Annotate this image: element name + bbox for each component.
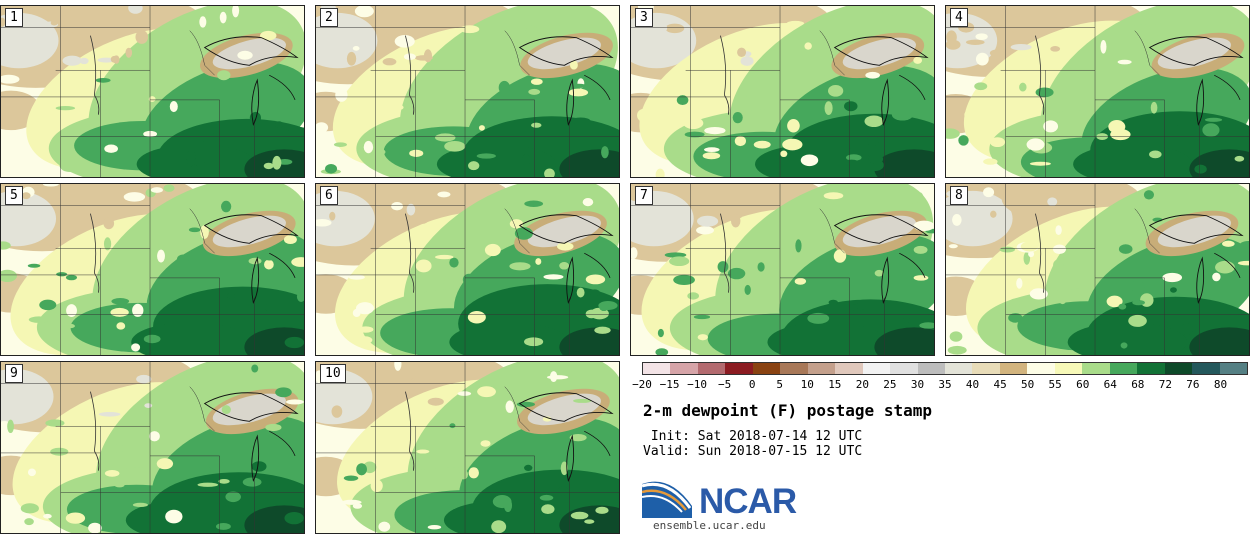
colorbar-tick-label: −15 [659, 378, 680, 391]
ensemble-member-map: 5 [0, 183, 305, 356]
ensemble-member-map: 6 [315, 183, 620, 356]
colorbar-swatch [999, 363, 1028, 374]
colorbar-swatch [1137, 363, 1165, 374]
colorbar-swatch [1054, 363, 1083, 374]
ensemble-member-map: 7 [630, 183, 935, 356]
colorbar-tick-label: 0 [748, 378, 756, 391]
colorbar-tick-label: 72 [1158, 378, 1172, 391]
ensemble-member-map: 9 [0, 361, 305, 534]
colorbar-swatch [1082, 363, 1110, 374]
colorbar-swatch [1027, 363, 1055, 374]
colorbar-tick-label: 45 [993, 378, 1007, 391]
member-number-label: 6 [320, 186, 338, 205]
member-number-label: 1 [5, 8, 23, 27]
dewpoint-field [316, 362, 619, 533]
member-number-label: 8 [950, 186, 968, 205]
colorbar-tick-label: 20 [855, 378, 869, 391]
dewpoint-field [631, 6, 934, 177]
ensemble-member-map: 10 [315, 361, 620, 534]
colorbar-tick-label: 35 [938, 378, 952, 391]
chart-title: 2-m dewpoint (F) postage stamp [643, 401, 932, 420]
colorbar-tick-label: 76 [1186, 378, 1200, 391]
colorbar-tick-label: 30 [910, 378, 925, 391]
colorbar-tick-label: −5 [718, 378, 732, 391]
colorbar-tick-label: 40 [965, 378, 980, 391]
colorbar-tick-label: 60 [1076, 378, 1090, 391]
colorbar-tick-label: 10 [800, 378, 814, 391]
colorbar-swatch [917, 363, 945, 374]
colorbar-swatch [835, 363, 863, 374]
colorbar-swatch [862, 363, 891, 374]
member-number-label: 9 [5, 364, 23, 383]
colorbar-swatch [807, 363, 836, 374]
colorbar-tick-label: 5 [776, 378, 784, 391]
member-number-label: 10 [320, 364, 346, 383]
colorbar [642, 362, 1248, 375]
ncar-logo-text: NCAR [699, 482, 797, 521]
ensemble-member-map: 3 [630, 5, 935, 178]
colorbar-swatch [670, 363, 698, 374]
colorbar-tick-labels: −20 −15 −10 −5 0 5 10 15 20 25 30 35 40 45 50 55 60 64 68 7… [632, 378, 1248, 392]
colorbar-tick-label: 50 [1021, 378, 1035, 391]
ensemble-member-map: 4 [945, 5, 1250, 178]
dewpoint-field [316, 6, 619, 177]
colorbar-tick-label: 64 [1103, 378, 1117, 391]
colorbar-tick-label: −10 [687, 378, 708, 391]
member-number-label: 4 [950, 8, 968, 27]
colorbar-tick-label: 55 [1048, 378, 1062, 391]
colorbar-swatch [972, 363, 1000, 374]
colorbar-tick-label: −20 [632, 378, 652, 391]
colorbar-swatch [944, 363, 973, 374]
dewpoint-field [946, 6, 1249, 177]
dewpoint-field [316, 184, 619, 355]
ensemble-member-map: 8 [945, 183, 1250, 356]
ensemble-member-map: 1 [0, 5, 305, 178]
dewpoint-field [1, 362, 304, 533]
colorbar-swatch [1109, 363, 1138, 374]
colorbar-swatch [1164, 363, 1193, 374]
colorbar-swatch [752, 363, 781, 374]
dewpoint-field [1, 184, 304, 355]
colorbar-swatch [697, 363, 726, 374]
dewpoint-field [1, 6, 304, 177]
colorbar-swatch [725, 363, 753, 374]
site-url: ensemble.ucar.edu [653, 519, 766, 532]
dewpoint-field [631, 184, 934, 355]
colorbar-swatch [1219, 363, 1247, 374]
colorbar-tick-label: 68 [1131, 378, 1145, 391]
colorbar-swatch [890, 363, 918, 374]
colorbar-swatch [643, 363, 671, 374]
colorbar-tick-label: 25 [883, 378, 897, 391]
colorbar-tick-label: 80 [1213, 378, 1228, 391]
ncar-logo-icon [642, 481, 692, 518]
valid-time: Valid: Sun 2018-07-15 12 UTC [643, 444, 863, 459]
member-number-label: 3 [635, 8, 653, 27]
dewpoint-field [946, 184, 1249, 355]
colorbar-swatch [1192, 363, 1220, 374]
member-number-label: 5 [5, 186, 23, 205]
colorbar-tick-label: 15 [828, 378, 842, 391]
member-number-label: 2 [320, 8, 338, 27]
init-time: Init: Sat 2018-07-14 12 UTC [643, 429, 863, 444]
ensemble-member-map: 2 [315, 5, 620, 178]
member-number-label: 7 [635, 186, 653, 205]
colorbar-swatch [780, 363, 808, 374]
